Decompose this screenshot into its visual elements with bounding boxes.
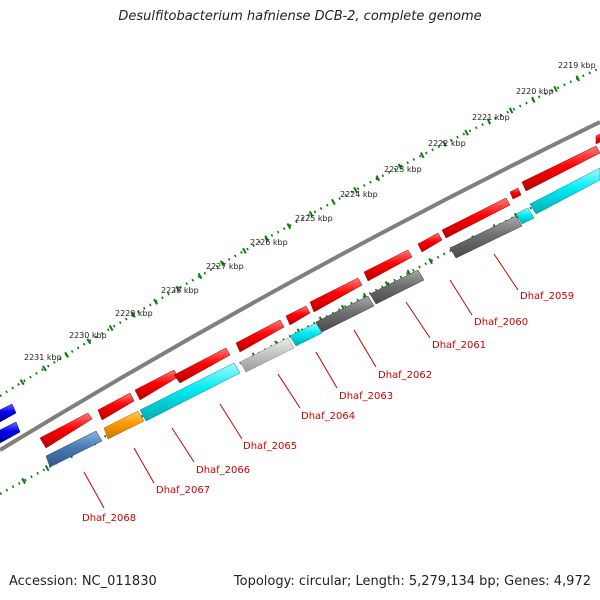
gene-feature[interactable]: [289, 322, 323, 347]
edge-features: [0, 403, 21, 444]
gene-label-dhaf-2066[interactable]: Dhaf_2066: [196, 465, 250, 476]
scale-label-2225: 2225 kbp: [295, 214, 333, 223]
scale-label-2230: 2230 kbp: [69, 331, 107, 340]
scale-tick: [397, 163, 403, 170]
scale-tick: [428, 258, 433, 265]
gene-labels: Dhaf_2059 Dhaf_2060 Dhaf_2061 Dhaf_2062 …: [82, 291, 574, 524]
scale-label-2224: 2224 kbp: [340, 190, 378, 199]
gene-feature[interactable]: [441, 197, 511, 239]
scale-tick: [21, 477, 26, 485]
scale-label-2229: 2229 kbp: [115, 309, 153, 318]
scale-tick: [464, 129, 469, 136]
scale-tick: [64, 351, 70, 358]
scale-tick: [19, 379, 25, 386]
gene-label-dhaf-2061[interactable]: Dhaf_2061: [432, 340, 486, 351]
gene-label-dhaf-2065[interactable]: Dhaf_2065: [243, 441, 297, 452]
gene-label-dhaf-2059[interactable]: Dhaf_2059: [520, 291, 574, 302]
gene-feature[interactable]: [0, 403, 17, 423]
scale-tick: [353, 186, 358, 194]
scale-tick: [553, 85, 558, 93]
scale-tick: [508, 107, 514, 114]
gene-feature[interactable]: [45, 430, 103, 468]
gene-feature[interactable]: [39, 412, 93, 449]
gene-label-dhaf-2068[interactable]: Dhaf_2068: [82, 513, 136, 524]
scale-tick: [420, 152, 425, 159]
gene-feature[interactable]: [173, 347, 231, 384]
accession-text: Accession: NC_011830: [9, 574, 157, 589]
outer-scale-ticks: [19, 75, 581, 386]
gene-feature[interactable]: [595, 133, 600, 145]
gene-feature[interactable]: [449, 215, 523, 259]
scale-tick: [153, 298, 158, 305]
gene-feature[interactable]: [285, 305, 311, 326]
gene-feature[interactable]: [515, 207, 535, 225]
scale-tick: [197, 272, 203, 280]
scale-tick: [486, 118, 492, 125]
scale-label-2220: 2220 kbp: [516, 87, 554, 96]
gene-feature[interactable]: [369, 269, 425, 305]
gene-feature[interactable]: [0, 421, 21, 444]
gene-label-dhaf-2064[interactable]: Dhaf_2064: [301, 411, 355, 422]
gene-feature[interactable]: [103, 410, 145, 440]
label-leader-lines: [83, 253, 519, 509]
scale-label-2227: 2227 kbp: [206, 262, 244, 271]
scale-tick: [86, 338, 92, 345]
gene-feature[interactable]: [315, 295, 375, 333]
scale-tick: [286, 223, 292, 230]
scale-label-2222: 2222 kbp: [428, 139, 466, 148]
scale-tick: [575, 75, 581, 82]
gene-feature[interactable]: [509, 187, 522, 200]
scale-tick: [44, 465, 50, 472]
gene-feature[interactable]: [235, 319, 285, 353]
reverse-strand-genes: [45, 167, 600, 468]
gene-feature[interactable]: [139, 362, 241, 422]
scale-tick: [42, 365, 47, 372]
scale-tick: [108, 324, 114, 332]
gene-label-dhaf-2067[interactable]: Dhaf_2067: [156, 485, 210, 496]
gene-label-dhaf-2060[interactable]: Dhaf_2060: [474, 317, 528, 328]
genome-backbone: [0, 120, 600, 452]
scale-tick: [375, 175, 381, 182]
scale-label-2231: 2231 kbp: [24, 353, 62, 362]
scale-tick: [331, 198, 336, 206]
gene-feature[interactable]: [529, 167, 600, 215]
gene-feature[interactable]: [521, 145, 600, 192]
forward-strand-genes: [39, 133, 600, 449]
scale-label-2223: 2223 kbp: [384, 165, 422, 174]
scale-tick: [130, 311, 136, 318]
scale-label-2221: 2221 kbp: [472, 113, 510, 122]
gene-feature[interactable]: [363, 249, 413, 282]
scale-label-2228: 2228 kbp: [161, 286, 199, 295]
scale-tick: [175, 285, 181, 292]
scale-tick: [442, 140, 447, 147]
scale-tick: [219, 260, 225, 267]
gene-feature[interactable]: [309, 277, 363, 313]
scale-label-2226: 2226 kbp: [250, 238, 288, 247]
gene-label-dhaf-2062[interactable]: Dhaf_2062: [378, 370, 432, 381]
scale-tick: [242, 247, 247, 254]
gene-feature[interactable]: [97, 392, 135, 421]
scale-tick: [308, 210, 314, 218]
scale-tick: [264, 235, 269, 242]
map-title: Desulfitobacterium hafniense DCB-2, comp…: [118, 9, 482, 24]
gene-feature[interactable]: [417, 232, 443, 253]
gene-label-dhaf-2063[interactable]: Dhaf_2063: [339, 391, 393, 402]
scale-label-2219: 2219 kbp: [558, 61, 596, 70]
gene-feature[interactable]: [239, 337, 295, 373]
genome-info-text: Topology: circular; Length: 5,279,134 bp…: [233, 574, 591, 589]
scale-labels: 2219 kbp 2220 kbp 2221 kbp 2222 kbp 2223…: [24, 61, 596, 362]
scale-tick: [531, 96, 536, 103]
